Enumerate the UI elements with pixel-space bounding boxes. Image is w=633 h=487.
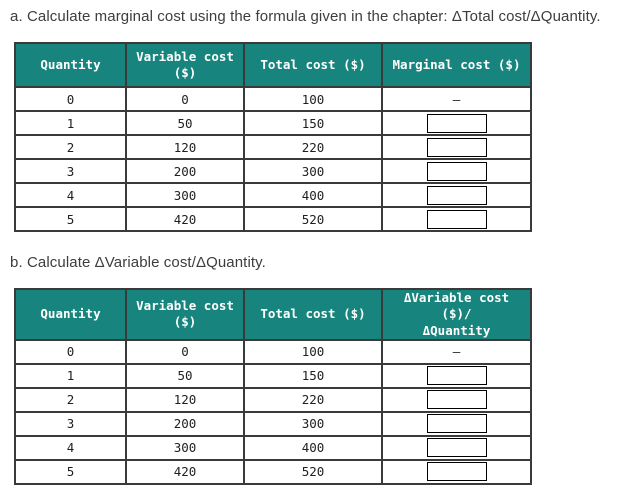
- quantity-cell: 3: [14, 158, 127, 184]
- delta-vc-input-q2[interactable]: [426, 390, 487, 410]
- variable-cost-cell: 300: [125, 182, 245, 208]
- delta-vc-input-q3[interactable]: [426, 414, 487, 434]
- variable-cost-cell: 0: [125, 338, 245, 365]
- header-quantity: Quantity: [14, 42, 127, 88]
- table-header-row: Quantity Variable cost ($) Total cost ($…: [14, 288, 532, 341]
- quantity-cell: 1: [14, 362, 127, 389]
- variable-cost-cell: 200: [125, 158, 245, 184]
- header-variable-cost: Variable cost ($): [125, 288, 245, 341]
- section-b-title: b. Calculate ΔVariable cost/ΔQuantity.: [10, 254, 266, 271]
- table-row: 2 120 220: [14, 386, 532, 413]
- table-row: 4 300 400: [14, 182, 532, 208]
- delta-vc-input-q1[interactable]: [426, 366, 487, 386]
- header-total-cost: Total cost ($): [243, 288, 383, 341]
- table-row: 3 200 300: [14, 410, 532, 437]
- table-row: 4 300 400: [14, 434, 532, 461]
- total-cost-cell: 300: [243, 410, 383, 437]
- quantity-cell: 2: [14, 386, 127, 413]
- table-row: 0 0 100 –: [14, 86, 532, 112]
- section-a-title: a. Calculate marginal cost using the for…: [10, 8, 601, 25]
- delta-vc-cell: [381, 458, 532, 485]
- variable-cost-cell: 50: [125, 362, 245, 389]
- delta-vc-input-q5[interactable]: [426, 462, 487, 482]
- marginal-cost-input-q1[interactable]: [426, 113, 487, 133]
- marginal-cost-input-q4[interactable]: [426, 185, 487, 205]
- quantity-cell: 5: [14, 206, 127, 232]
- header-marginal-cost: Marginal cost ($): [381, 42, 532, 88]
- total-cost-cell: 400: [243, 182, 383, 208]
- delta-vc-cell: [381, 410, 532, 437]
- marginal-cost-cell: [381, 206, 532, 232]
- quantity-cell: 2: [14, 134, 127, 160]
- delta-vc-input-q4[interactable]: [426, 438, 487, 458]
- variable-cost-cell: 200: [125, 410, 245, 437]
- table-row: 5 420 520: [14, 458, 532, 485]
- variable-cost-cell: 300: [125, 434, 245, 461]
- quantity-cell: 5: [14, 458, 127, 485]
- header-quantity: Quantity: [14, 288, 127, 341]
- marginal-cost-cell: [381, 110, 532, 136]
- variable-cost-cell: 120: [125, 386, 245, 413]
- total-cost-cell: 300: [243, 158, 383, 184]
- delta-vc-cell: [381, 434, 532, 461]
- delta-vc-dash-cell: –: [381, 338, 532, 365]
- total-cost-cell: 100: [243, 86, 383, 112]
- total-cost-cell: 520: [243, 206, 383, 232]
- marginal-cost-cell: [381, 134, 532, 160]
- quantity-cell: 4: [14, 182, 127, 208]
- quantity-cell: 0: [14, 338, 127, 365]
- total-cost-cell: 220: [243, 386, 383, 413]
- quantity-cell: 1: [14, 110, 127, 136]
- total-cost-cell: 150: [243, 110, 383, 136]
- total-cost-cell: 520: [243, 458, 383, 485]
- table-row: 3 200 300: [14, 158, 532, 184]
- table-row: 2 120 220: [14, 134, 532, 160]
- variable-cost-cell: 0: [125, 86, 245, 112]
- marginal-cost-input-q3[interactable]: [426, 161, 487, 181]
- marginal-cost-input-q5[interactable]: [426, 209, 487, 229]
- total-cost-cell: 220: [243, 134, 383, 160]
- table-row: 5 420 520: [14, 206, 532, 232]
- variable-cost-cell: 420: [125, 458, 245, 485]
- delta-vc-cell: [381, 362, 532, 389]
- marginal-cost-cell: [381, 182, 532, 208]
- variable-cost-cell: 120: [125, 134, 245, 160]
- total-cost-cell: 100: [243, 338, 383, 365]
- total-cost-cell: 150: [243, 362, 383, 389]
- marginal-cost-table: Quantity Variable cost ($) Total cost ($…: [14, 42, 532, 232]
- table-row: 0 0 100 –: [14, 338, 532, 365]
- header-delta-variable-cost: ΔVariable cost ($)/ ΔQuantity: [381, 288, 532, 341]
- marginal-cost-input-q2[interactable]: [426, 137, 487, 157]
- delta-variable-cost-table: Quantity Variable cost ($) Total cost ($…: [14, 288, 532, 485]
- header-variable-cost: Variable cost ($): [125, 42, 245, 88]
- quantity-cell: 0: [14, 86, 127, 112]
- table-row: 1 50 150: [14, 362, 532, 389]
- header-total-cost: Total cost ($): [243, 42, 383, 88]
- variable-cost-cell: 50: [125, 110, 245, 136]
- table-header-row: Quantity Variable cost ($) Total cost ($…: [14, 42, 532, 88]
- total-cost-cell: 400: [243, 434, 383, 461]
- table-row: 1 50 150: [14, 110, 532, 136]
- marginal-cost-cell: [381, 158, 532, 184]
- quantity-cell: 4: [14, 434, 127, 461]
- delta-vc-cell: [381, 386, 532, 413]
- variable-cost-cell: 420: [125, 206, 245, 232]
- marginal-cost-dash-cell: –: [381, 86, 532, 112]
- quantity-cell: 3: [14, 410, 127, 437]
